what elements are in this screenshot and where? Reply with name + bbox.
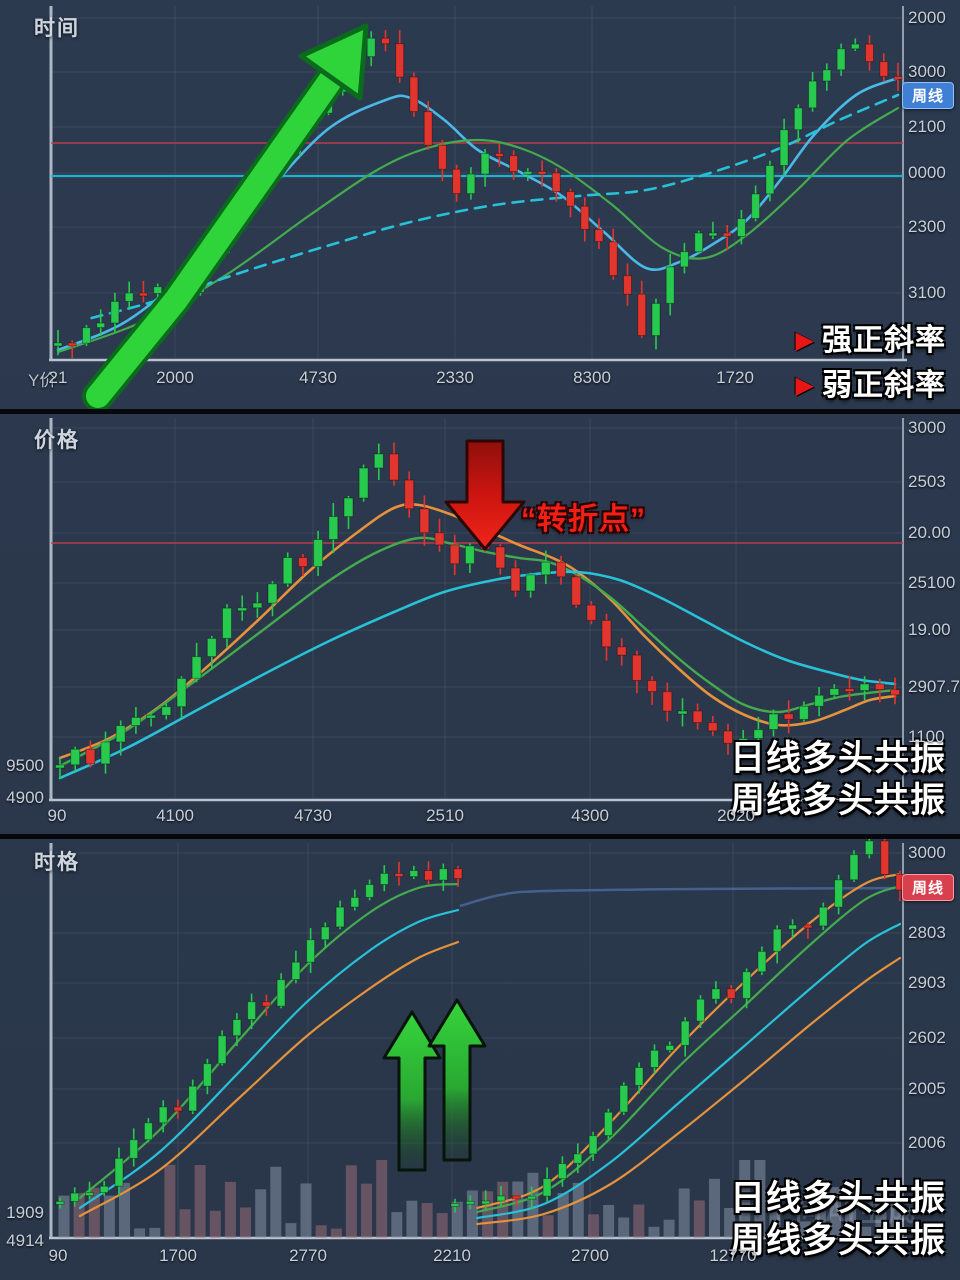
axis-tick-label: 4900 xyxy=(6,788,44,807)
bull-up-arrow xyxy=(382,1010,442,1172)
bull-up-arrow xyxy=(427,998,487,1162)
axis-tick-label: 1720 xyxy=(716,368,754,387)
legend-item-strong: ▶ 强正斜率 xyxy=(796,318,946,363)
ma-orange xyxy=(78,940,460,1218)
axis-tick-label: 2100 xyxy=(908,117,946,136)
ai-watermark: ✦ 千问AI生成 xyxy=(729,1190,918,1229)
candles-1 xyxy=(55,442,900,779)
axis-tick-label: 8300 xyxy=(573,368,611,387)
axis-tick-label: 3000 xyxy=(908,843,946,862)
axis-tick-label: 2700 xyxy=(571,1246,609,1265)
axis-tick-label: 2602 xyxy=(908,1028,946,1047)
panel1-graphics xyxy=(49,6,907,412)
axes xyxy=(49,6,907,362)
ma-mid-green xyxy=(58,536,897,768)
axis-tick-label: 21 xyxy=(48,368,68,387)
turning-point-label: “转折点” xyxy=(521,503,646,536)
axis-tick-label: 3000 xyxy=(908,62,946,81)
ma-slow-orange xyxy=(476,956,902,1226)
axis-tick-label: 4914 xyxy=(6,1231,44,1250)
axis-tick-label: 2510 xyxy=(426,806,464,825)
caption-weekly-bull: 周线多头共振 xyxy=(729,781,946,820)
triangle-marker-icon: ▶ xyxy=(795,327,814,354)
panel3-graphics xyxy=(49,839,907,1240)
weekly-badge-red[interactable]: 周线 xyxy=(901,874,954,901)
panel2-axis-title: 价格 xyxy=(34,429,80,452)
axis-tick-label: 20.00 xyxy=(908,523,951,542)
axis-tick-label: 1100 xyxy=(908,727,945,746)
ma-green xyxy=(78,882,460,1200)
plot-area xyxy=(55,839,905,1238)
triangle-marker-icon: ▶ xyxy=(795,372,814,399)
volume-bars xyxy=(58,1160,902,1238)
axis-tick-label: 2503 xyxy=(908,472,946,491)
candles-1 xyxy=(55,861,463,1209)
axis-tick-label: 2330 xyxy=(436,368,474,387)
axis-tick-label: 2770 xyxy=(289,1246,327,1265)
axis-tick-label: 4730 xyxy=(299,368,337,387)
weekly-badge-blue[interactable]: 周线 xyxy=(901,82,954,109)
axis-tick-label: 4730 xyxy=(294,806,332,825)
axis-tick-label: 2000 xyxy=(908,8,946,27)
axis-tick-label: 4100 xyxy=(156,806,194,825)
panel3-axis-title: 时格 xyxy=(34,851,80,874)
plot-area xyxy=(55,442,900,780)
ma-cyan xyxy=(476,922,902,1220)
ma-fast-orange xyxy=(58,503,897,760)
axis-tick-label: 2210 xyxy=(433,1246,471,1265)
axis-tick-label: 2006 xyxy=(908,1133,946,1152)
axis-tick-label: 90 xyxy=(47,806,67,825)
panel2-captions: 日线多头共振 周线多头共振 xyxy=(730,738,946,822)
panel2-graphics xyxy=(49,418,907,802)
slope-legend: ▶ 强正斜率 ▶ 弱正斜率 xyxy=(796,318,946,408)
panel1-axis-title: 时间 xyxy=(34,17,80,40)
axis-tick-label: 2903 xyxy=(908,973,946,992)
axis-tick-label: 2803 xyxy=(908,923,946,942)
plot-area xyxy=(53,30,903,359)
axis-tick-label: 0000 xyxy=(908,163,946,182)
legend-item-weak: ▶ 弱正斜率 xyxy=(796,363,946,408)
axis-tick-label: 9500 xyxy=(6,756,44,775)
panel1-origin-label: Y价 xyxy=(28,371,57,390)
watermark-logo-icon: ✦ xyxy=(728,1197,755,1227)
big-up-arrow xyxy=(82,23,369,412)
caption-daily-bull: 日线多头共振 xyxy=(729,739,946,778)
turning-point-down-arrow xyxy=(444,439,526,551)
axis-tick-label: 1909 xyxy=(6,1203,44,1222)
panel-divider xyxy=(0,834,960,839)
axis-tick-label: 2005 xyxy=(908,1079,946,1098)
axis-tick-label: 90 xyxy=(48,1246,68,1265)
legend-label: 弱正斜率 xyxy=(822,369,946,402)
grid xyxy=(51,418,903,800)
panel3-captions: 日线多头共振 周线多头共振 xyxy=(730,1178,946,1262)
candles-2 xyxy=(450,839,905,1213)
grid xyxy=(51,843,903,1238)
caption-daily-bull: 日线多头共振 xyxy=(729,1179,946,1218)
ma-mid-green xyxy=(56,106,900,354)
axis-tick-label: 1700 xyxy=(159,1246,197,1265)
axis-tick-label: 4300 xyxy=(571,806,609,825)
axis-tick-label: 2907.7 xyxy=(908,677,960,696)
axis-tick-label: 25100 xyxy=(908,573,956,592)
axis-tick-label: 2000 xyxy=(156,368,194,387)
axis-tick-label: 19.00 xyxy=(908,620,951,639)
axis-tick-label: 3000 xyxy=(908,418,946,437)
candles-1 xyxy=(53,30,903,359)
axis-tick-label: 12770 xyxy=(709,1246,757,1265)
axis-tick-label: 3100 xyxy=(908,283,946,302)
axes xyxy=(49,418,907,802)
axis-tick-label: 2300 xyxy=(908,217,946,236)
ma-cyan xyxy=(78,908,460,1210)
ma-green xyxy=(476,884,902,1214)
panel-divider xyxy=(0,409,960,414)
caption-weekly-bull: 周线多头共振 xyxy=(729,1221,946,1260)
watermark-text: 千问AI生成 xyxy=(765,1197,918,1227)
legend-label: 强正斜率 xyxy=(822,324,946,357)
axis-tick-label: 2020 xyxy=(717,806,755,825)
